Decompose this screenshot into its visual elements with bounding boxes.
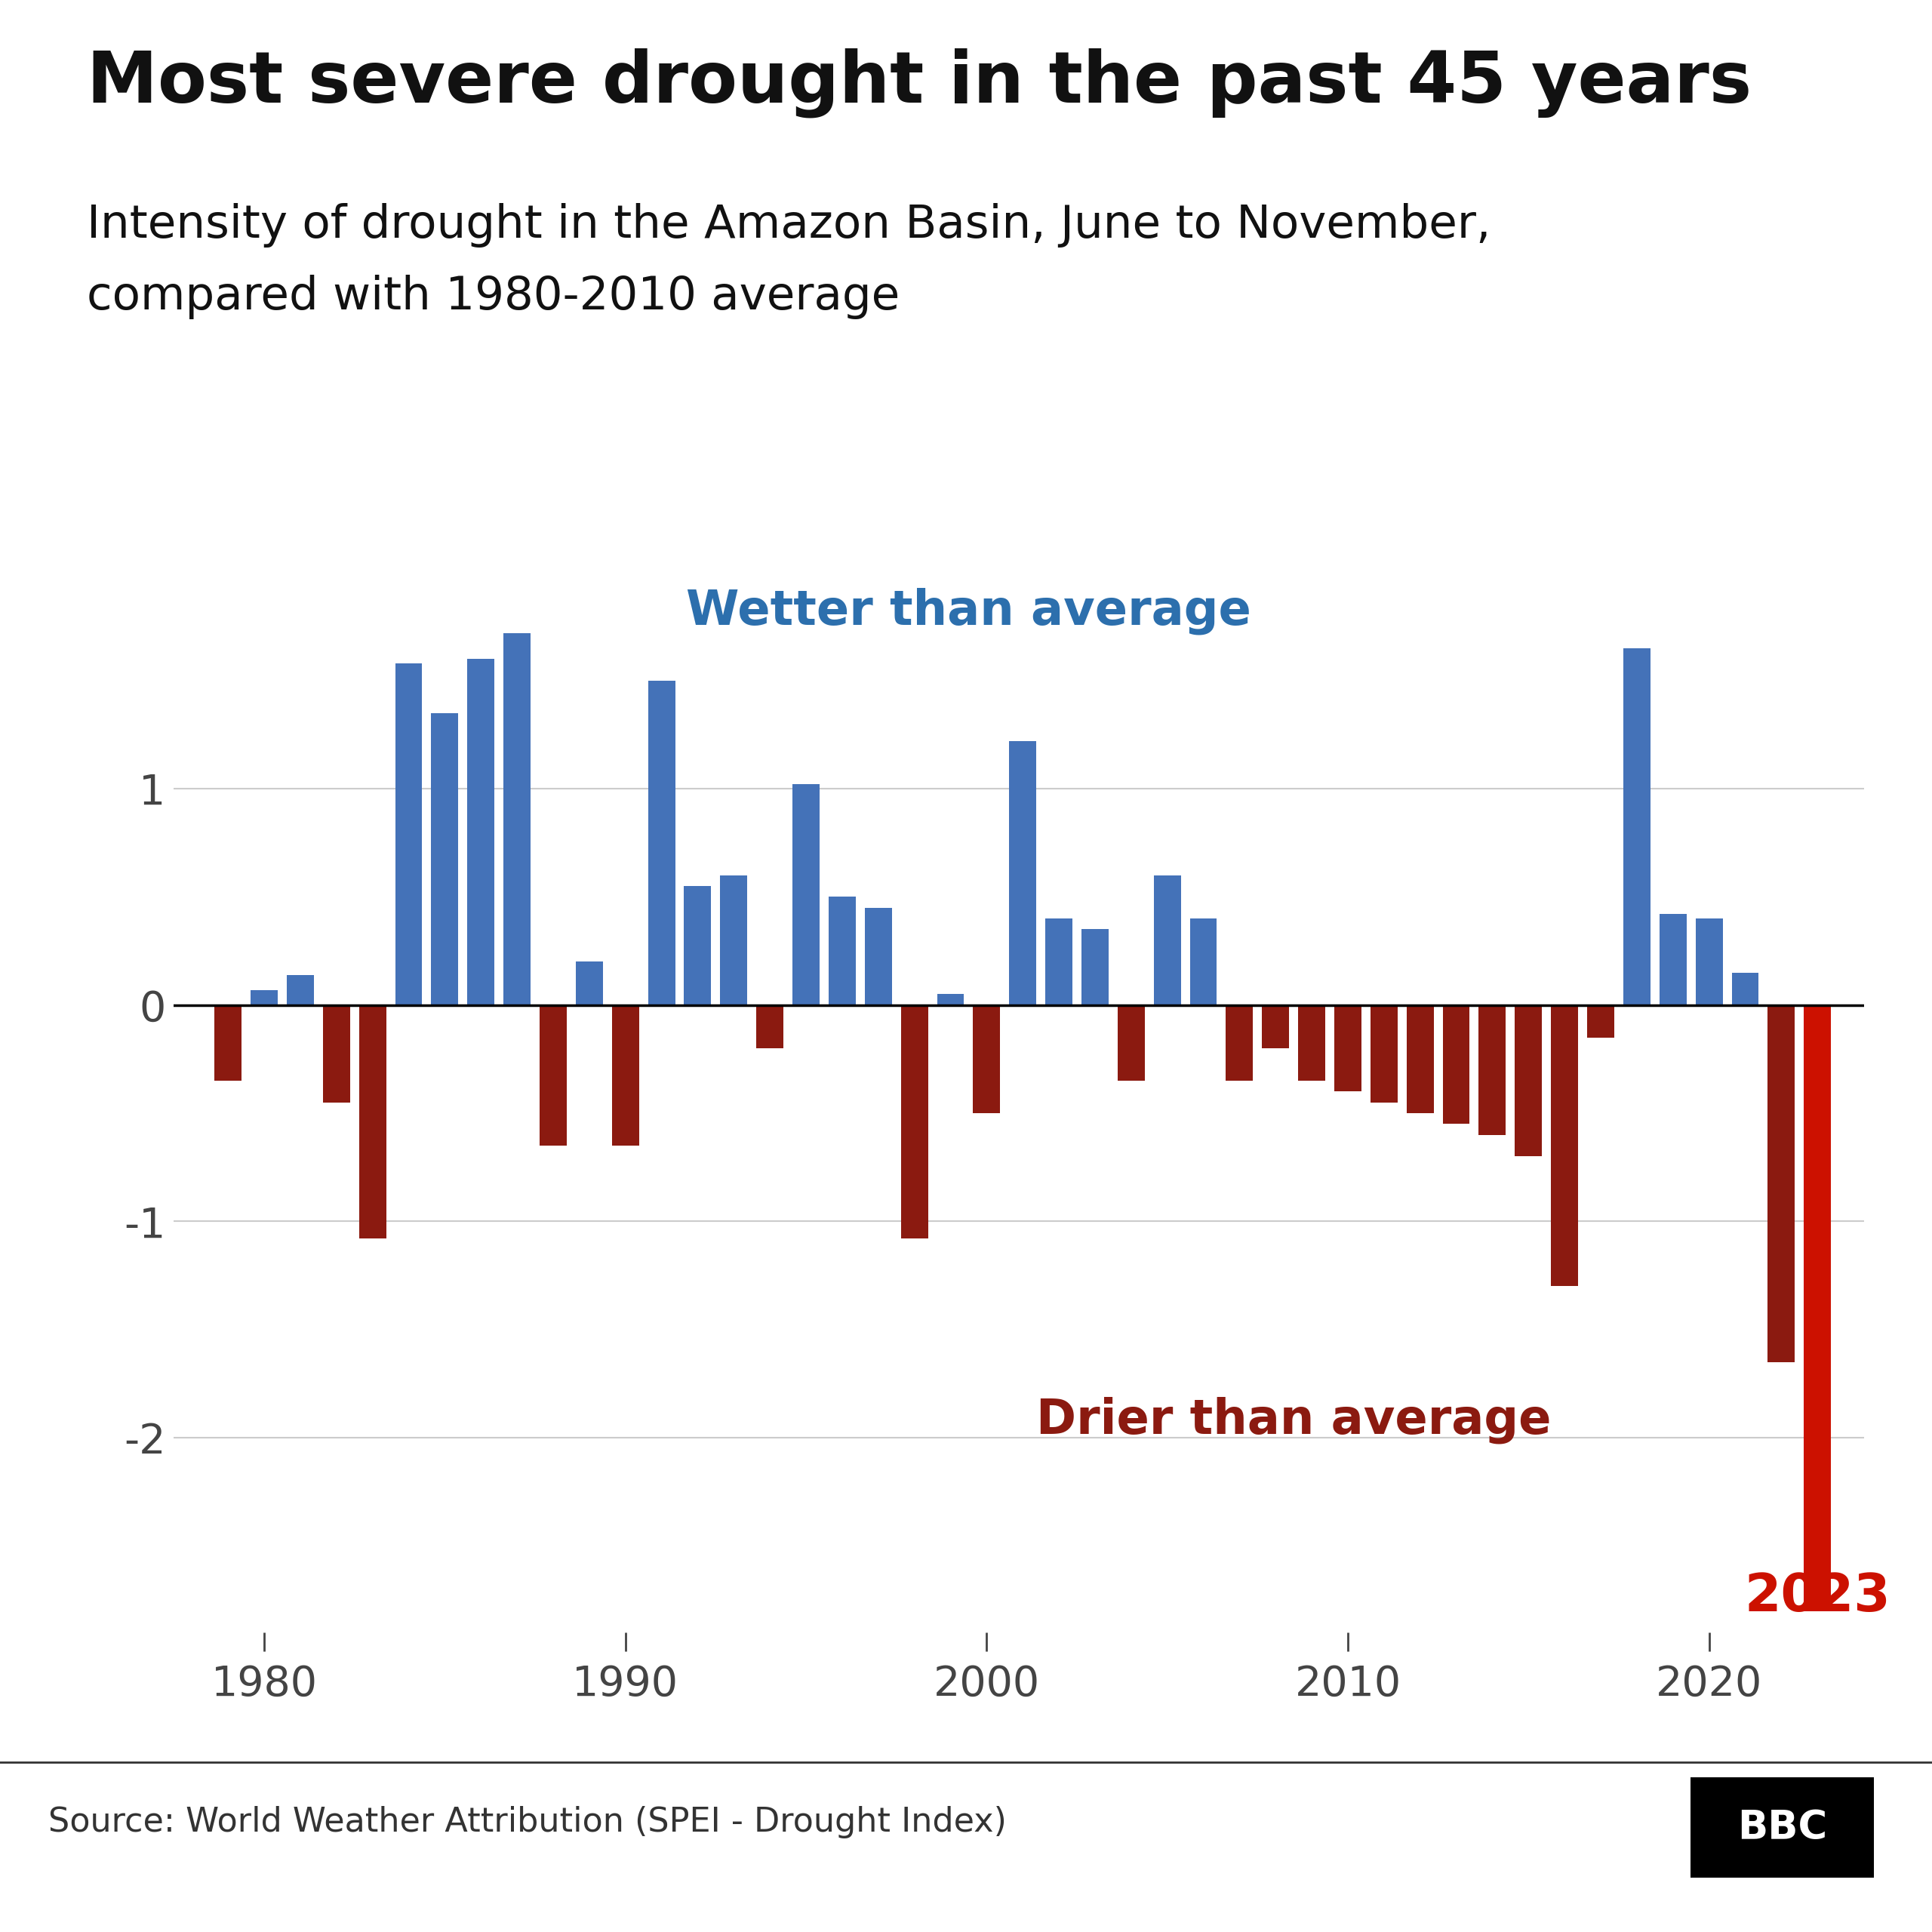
Bar: [539, 1005, 566, 1146]
Bar: [251, 989, 278, 1005]
Text: Wetter than average: Wetter than average: [686, 587, 1252, 636]
Bar: [1082, 929, 1109, 1005]
Bar: [1009, 742, 1036, 1005]
Bar: [1478, 1005, 1505, 1134]
Bar: [1588, 1005, 1615, 1037]
Bar: [755, 1005, 784, 1049]
Bar: [468, 659, 495, 1005]
Bar: [792, 784, 819, 1005]
Bar: [1153, 875, 1180, 1005]
Bar: [323, 1005, 350, 1103]
Bar: [504, 634, 531, 1005]
Bar: [866, 908, 893, 1005]
Bar: [1731, 972, 1758, 1005]
Text: Drier than average: Drier than average: [1036, 1397, 1551, 1443]
Text: 2023: 2023: [1745, 1571, 1891, 1621]
Bar: [612, 1005, 639, 1146]
Bar: [576, 962, 603, 1005]
Bar: [1227, 1005, 1254, 1080]
Bar: [1045, 918, 1072, 1005]
Bar: [1660, 914, 1687, 1005]
Text: BBC: BBC: [1737, 1808, 1828, 1847]
Bar: [286, 976, 313, 1005]
Bar: [1117, 1005, 1144, 1080]
Bar: [1370, 1005, 1397, 1103]
Bar: [1190, 918, 1217, 1005]
Bar: [1335, 1005, 1362, 1092]
Bar: [1515, 1005, 1542, 1157]
Bar: [1696, 918, 1723, 1005]
Bar: [1623, 647, 1650, 1005]
Bar: [1443, 1005, 1470, 1124]
Bar: [214, 1005, 242, 1080]
Bar: [431, 713, 458, 1005]
Bar: [937, 995, 964, 1005]
Bar: [829, 896, 856, 1005]
Text: Intensity of drought in the Amazon Basin, June to November,: Intensity of drought in the Amazon Basin…: [87, 203, 1492, 247]
Bar: [359, 1005, 386, 1238]
Bar: [1551, 1005, 1578, 1287]
Bar: [721, 875, 748, 1005]
Bar: [684, 887, 711, 1005]
Bar: [647, 680, 674, 1005]
Bar: [1804, 1005, 1832, 1611]
Text: Source: World Weather Attribution (SPEI - Drought Index): Source: World Weather Attribution (SPEI …: [48, 1806, 1007, 1837]
Bar: [1768, 1005, 1795, 1362]
Bar: [900, 1005, 927, 1238]
Bar: [974, 1005, 1001, 1113]
Bar: [396, 663, 423, 1005]
Text: compared with 1980-2010 average: compared with 1980-2010 average: [87, 274, 900, 319]
Text: Most severe drought in the past 45 years: Most severe drought in the past 45 years: [87, 48, 1752, 118]
Bar: [1298, 1005, 1325, 1080]
Bar: [1406, 1005, 1434, 1113]
Bar: [1262, 1005, 1289, 1049]
